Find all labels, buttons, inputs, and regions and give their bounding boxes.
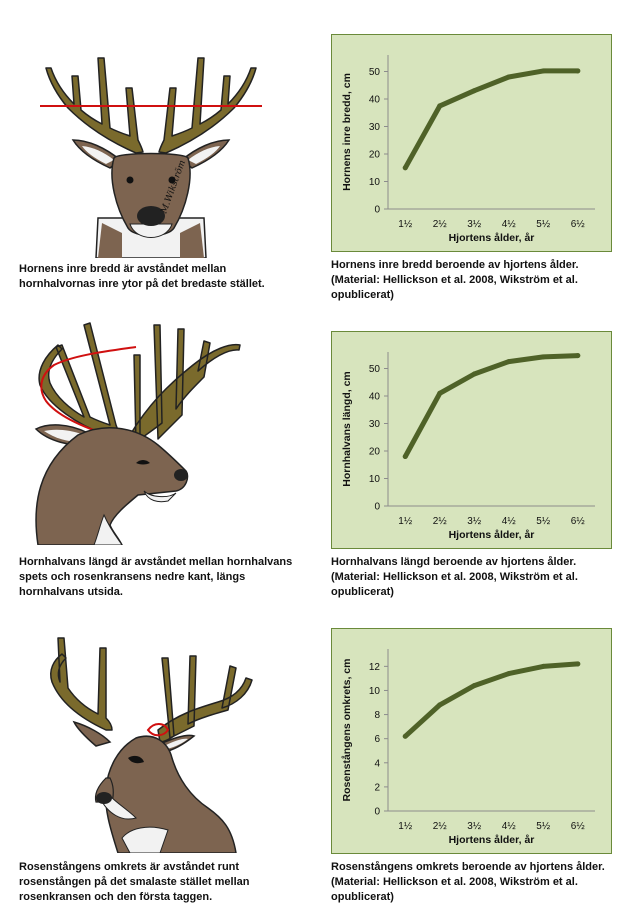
x-tick-label: 3½ bbox=[467, 821, 482, 832]
deer-three-quarter-illustration bbox=[50, 637, 253, 853]
y-tick-label: 2 bbox=[374, 782, 380, 793]
chart-svg: 0 10 20 30 40 50 1½ 2½ 3½ 4½ 5½ 6½ Hjortens ålder, å… bbox=[341, 55, 595, 244]
x-tick-label: 6½ bbox=[571, 516, 586, 527]
x-tick-label: 1½ bbox=[398, 219, 413, 230]
chart-burr-circumference: 0 2 4 6 8 10 12 1½ 2½ 3½ 4½ 5½ 6½ Hjortens ålder, år R… bbox=[331, 628, 612, 854]
x-tick-label: 5½ bbox=[536, 219, 551, 230]
y-tick-label: 12 bbox=[369, 662, 381, 673]
x-axis-label: Hjortens ålder, år bbox=[449, 232, 535, 244]
caption-inner-width: Hornens inre bredd är avståndet mellan h… bbox=[19, 263, 265, 290]
series-line bbox=[402, 68, 581, 171]
x-tick-label: 6½ bbox=[571, 821, 586, 832]
y-tick-label: 4 bbox=[374, 758, 380, 769]
caption-burr-circumference: Rosenstångens omkrets är avståndet runt … bbox=[19, 861, 250, 903]
data-point bbox=[402, 733, 408, 739]
y-tick-label: 40 bbox=[369, 392, 381, 403]
x-tick-label: 6½ bbox=[571, 219, 586, 230]
data-point bbox=[437, 702, 443, 708]
y-tick-label: 10 bbox=[369, 177, 381, 188]
y-tick-label: 50 bbox=[369, 364, 381, 375]
x-axis-label: Hjortens ålder, år bbox=[449, 834, 535, 846]
x-tick-label: 4½ bbox=[502, 516, 517, 527]
data-point bbox=[506, 671, 512, 677]
y-tick-label: 20 bbox=[369, 150, 381, 161]
y-axis-label: Hornens inre bredd, cm bbox=[341, 73, 353, 191]
chart-caption-beam-length: Hornhalvans längd beroende av hjortens å… bbox=[331, 556, 578, 598]
chart-caption-burr-circumference: Rosenstångens omkrets beroende av hjorte… bbox=[331, 861, 605, 903]
series-line bbox=[402, 353, 581, 459]
x-tick-label: 1½ bbox=[398, 516, 413, 527]
data-point bbox=[506, 359, 512, 365]
y-tick-label: 10 bbox=[369, 686, 381, 697]
x-tick-label: 3½ bbox=[467, 219, 482, 230]
data-point bbox=[506, 74, 512, 80]
chart-caption-inner-width: Hornens inre bredd beroende av hjortens … bbox=[331, 259, 579, 301]
y-tick-label: 0 bbox=[374, 205, 380, 216]
deer-side-illustration bbox=[34, 322, 241, 545]
y-tick-label: 30 bbox=[369, 122, 381, 133]
chart-beam-length: 0 10 20 30 40 50 1½ 2½ 3½ 4½ 5½ 6½ Hjortens ålder, å… bbox=[331, 331, 612, 549]
x-tick-label: 2½ bbox=[433, 219, 448, 230]
data-point bbox=[575, 68, 581, 74]
data-point bbox=[575, 661, 581, 667]
x-tick-label: 5½ bbox=[536, 821, 551, 832]
chart-svg: 0 10 20 30 40 50 1½ 2½ 3½ 4½ 5½ 6½ Hjortens ålder, å… bbox=[341, 352, 595, 541]
chart-svg: 0 2 4 6 8 10 12 1½ 2½ 3½ 4½ 5½ 6½ Hjortens ålder, år R… bbox=[341, 649, 595, 846]
y-axis-label: Hornhalvans längd, cm bbox=[341, 371, 353, 487]
y-tick-label: 40 bbox=[369, 95, 381, 106]
data-point bbox=[540, 68, 546, 74]
data-point bbox=[471, 371, 477, 377]
y-tick-label: 0 bbox=[374, 502, 380, 513]
y-tick-label: 8 bbox=[374, 710, 380, 721]
x-tick-label: 4½ bbox=[502, 219, 517, 230]
y-tick-label: 30 bbox=[369, 419, 381, 430]
data-point bbox=[402, 454, 408, 459]
data-point bbox=[437, 390, 443, 396]
data-point bbox=[437, 103, 443, 109]
deer-front-illustration: M.Wikström bbox=[40, 57, 262, 258]
x-tick-label: 4½ bbox=[502, 821, 517, 832]
x-tick-label: 3½ bbox=[467, 516, 482, 527]
y-tick-label: 20 bbox=[369, 447, 381, 458]
data-point bbox=[471, 683, 477, 689]
y-tick-label: 0 bbox=[374, 807, 380, 818]
x-tick-label: 1½ bbox=[398, 821, 413, 832]
y-tick-label: 50 bbox=[369, 67, 381, 78]
data-point bbox=[471, 88, 477, 94]
series-line bbox=[402, 661, 581, 739]
data-point bbox=[540, 354, 546, 360]
x-tick-label: 5½ bbox=[536, 516, 551, 527]
y-tick-label: 6 bbox=[374, 734, 380, 745]
y-tick-label: 10 bbox=[369, 474, 381, 485]
x-tick-label: 2½ bbox=[433, 516, 448, 527]
data-point bbox=[540, 663, 546, 669]
data-point bbox=[575, 353, 581, 359]
y-axis-label: Rosenstångens omkrets, cm bbox=[341, 659, 353, 802]
x-tick-label: 2½ bbox=[433, 821, 448, 832]
chart-inner-width: 0 10 20 30 40 50 1½ 2½ 3½ 4½ 5½ 6½ Hjortens ålder, å… bbox=[331, 34, 612, 252]
x-axis-label: Hjortens ålder, år bbox=[449, 529, 535, 541]
data-point bbox=[402, 165, 408, 171]
caption-beam-length: Hornhalvans längd är avståndet mellan ho… bbox=[19, 556, 293, 598]
